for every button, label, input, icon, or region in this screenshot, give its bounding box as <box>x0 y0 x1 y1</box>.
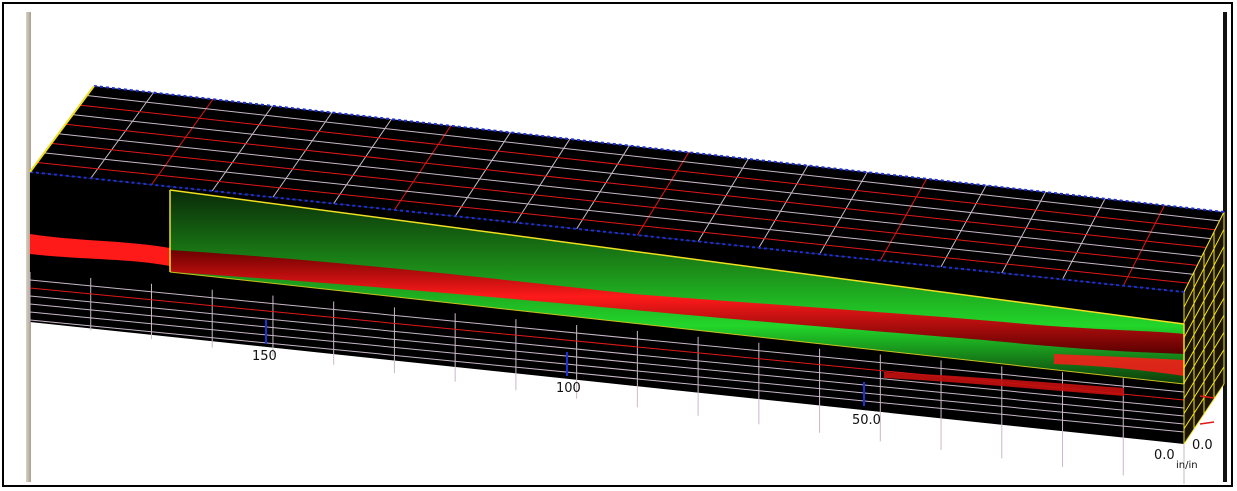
top-face <box>30 86 1224 292</box>
grid-line <box>394 125 452 211</box>
top-front-edge <box>29 171 1185 293</box>
grid-line <box>272 112 333 198</box>
right-end-grid <box>1183 211 1225 445</box>
right-window-edge <box>1223 12 1227 482</box>
grid-line <box>576 145 630 230</box>
axis-tick-50: 50.0 <box>852 413 881 428</box>
top-face-grid <box>29 85 1225 293</box>
grid-line <box>515 138 571 223</box>
grid-line <box>636 152 690 236</box>
left-window-edge <box>26 12 31 482</box>
right-axis-tick: 0.0 <box>1192 438 1213 453</box>
grid-line <box>29 319 1185 433</box>
grid-line <box>879 178 928 261</box>
grid-line <box>211 105 273 192</box>
grid-line <box>697 158 749 242</box>
grid-line <box>90 92 154 179</box>
axis-tick-0: 0.0 <box>1154 448 1175 463</box>
grid-line <box>1001 191 1047 274</box>
grid-line <box>1122 205 1165 286</box>
units-label: in/in <box>1176 460 1198 471</box>
grid-line <box>58 133 1202 257</box>
axis-tick-100: 100 <box>556 381 581 396</box>
grid-line <box>819 171 868 255</box>
grid-line <box>65 123 1207 249</box>
grid-line <box>29 311 1185 425</box>
grid-line <box>333 118 392 204</box>
grid-line <box>72 114 1211 240</box>
grid-line <box>79 104 1216 231</box>
grid-line <box>29 295 1185 409</box>
grid-line <box>940 185 987 267</box>
grid-line <box>758 165 809 249</box>
grid-line <box>29 279 1185 393</box>
grid-line <box>151 98 214 185</box>
axis-tick-150: 150 <box>252 349 277 364</box>
grid-line <box>51 142 1198 266</box>
3d-volume-view[interactable]: 150 100 50.0 0.0 0.0 in/in <box>4 4 1233 487</box>
grid-line <box>1062 198 1106 280</box>
grid-line <box>454 132 511 217</box>
grid-line <box>86 95 1220 222</box>
signal-slice <box>30 184 1185 396</box>
left-edge-yellow <box>29 85 95 173</box>
grid-line <box>44 152 1193 275</box>
grid-line <box>37 161 1189 284</box>
grid-line <box>29 303 1185 417</box>
